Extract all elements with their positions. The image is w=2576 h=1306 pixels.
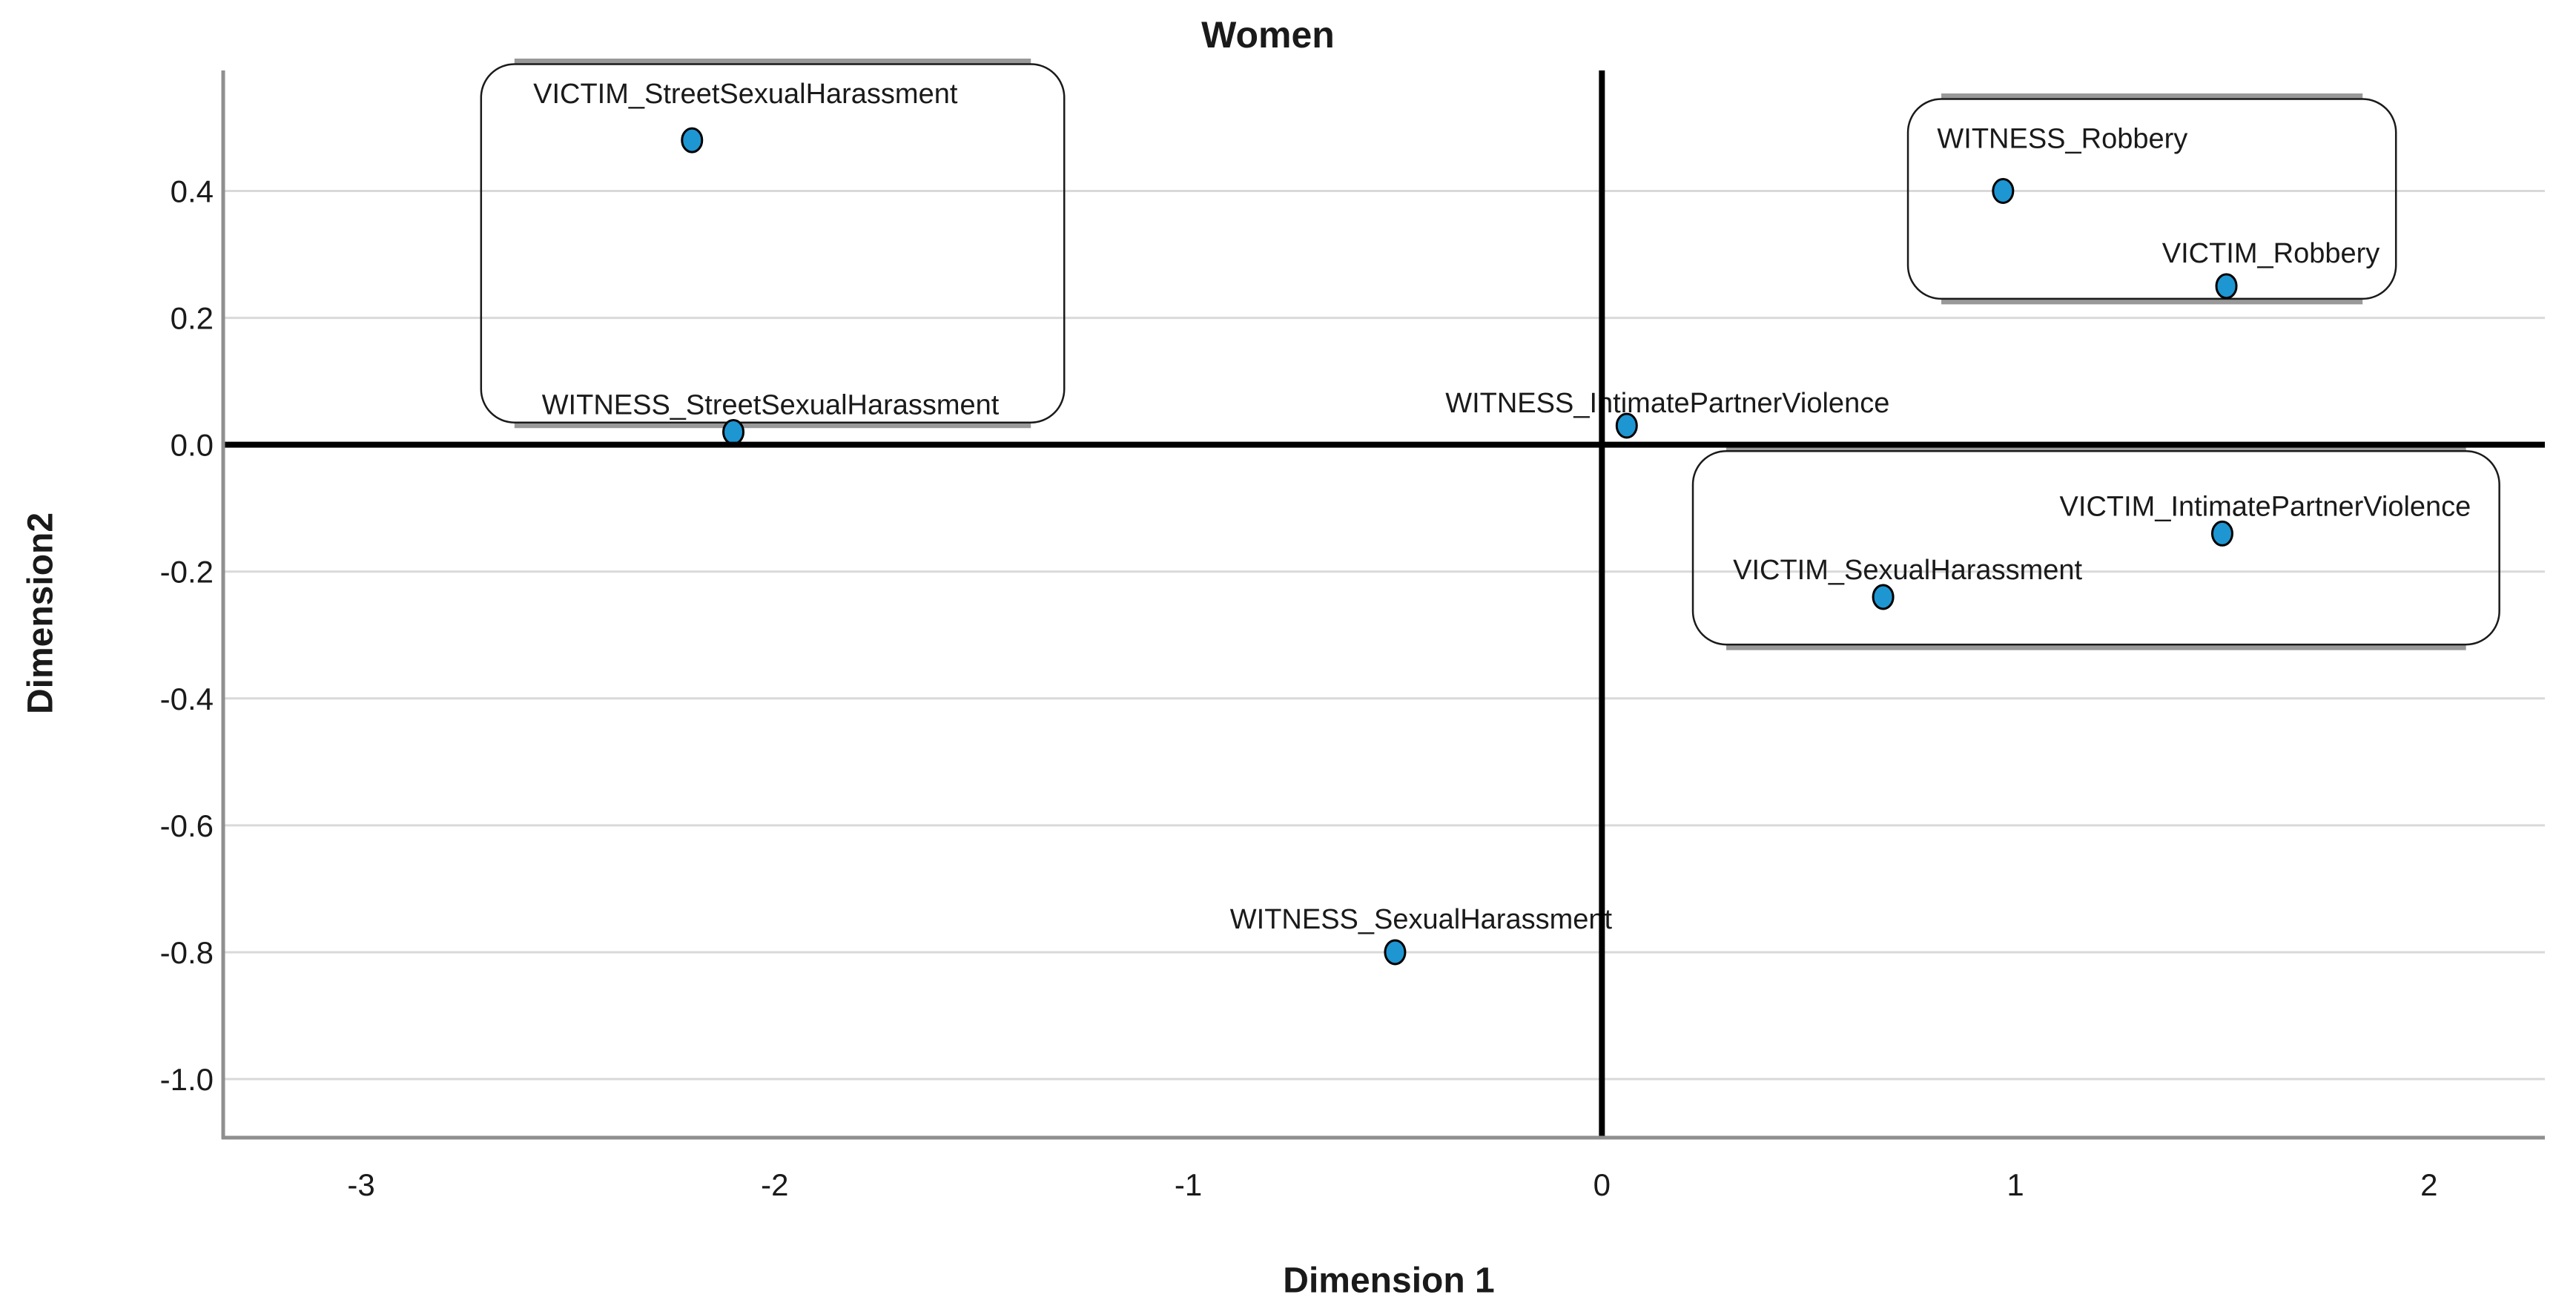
point-label: WITNESS_StreetSexualHarassment	[542, 390, 1000, 421]
group-box-robbery-group	[1906, 98, 2397, 300]
point-label: VICTIM_StreetSexualHarassment	[533, 79, 958, 110]
y-tick-label: -0.2	[160, 555, 214, 590]
data-point	[1992, 178, 2015, 205]
y-tick-label: -0.8	[160, 935, 214, 970]
data-point	[681, 127, 704, 154]
y-axis-title: Dimension2	[21, 512, 61, 715]
y-tick-label: 0.4	[171, 174, 214, 209]
point-label: VICTIM_IntimatePartnerViolence	[2060, 491, 2471, 522]
x-tick-label: 1	[2007, 1167, 2024, 1202]
data-point	[1384, 939, 1407, 966]
x-axis-title: Dimension 1	[1283, 1261, 1495, 1301]
y-tick-label: -0.4	[160, 682, 214, 716]
group-box-street-sexual-harassment-group	[480, 63, 1066, 423]
data-point	[1615, 412, 1638, 439]
y-tick-label: -1.0	[160, 1062, 214, 1097]
x-tick-label: -1	[1175, 1167, 1202, 1202]
x-tick-label: 0	[1594, 1167, 1611, 1202]
data-point	[1872, 584, 1895, 610]
point-label: VICTIM_Robbery	[2162, 238, 2380, 269]
group-box-victim-ipv-sh-group	[1691, 449, 2500, 646]
y-tick-label: -0.6	[160, 808, 214, 843]
data-point	[722, 419, 745, 446]
data-point	[2210, 520, 2233, 547]
y-tick-label: 0.2	[171, 301, 214, 336]
data-point	[2215, 273, 2238, 300]
x-tick-label: 2	[2420, 1167, 2437, 1202]
point-label: WITNESS_IntimatePartnerViolence	[1445, 388, 1889, 419]
point-label: WITNESS_Robbery	[1937, 124, 2187, 155]
x-tick-label: -2	[761, 1167, 788, 1202]
y-tick-label: 0.0	[171, 428, 214, 463]
point-label: VICTIM_SexualHarassment	[1733, 555, 2082, 586]
x-tick-label: -3	[347, 1167, 374, 1202]
chart-title: Women	[1201, 14, 1335, 56]
point-label: WITNESS_SexualHarassment	[1230, 904, 1613, 935]
